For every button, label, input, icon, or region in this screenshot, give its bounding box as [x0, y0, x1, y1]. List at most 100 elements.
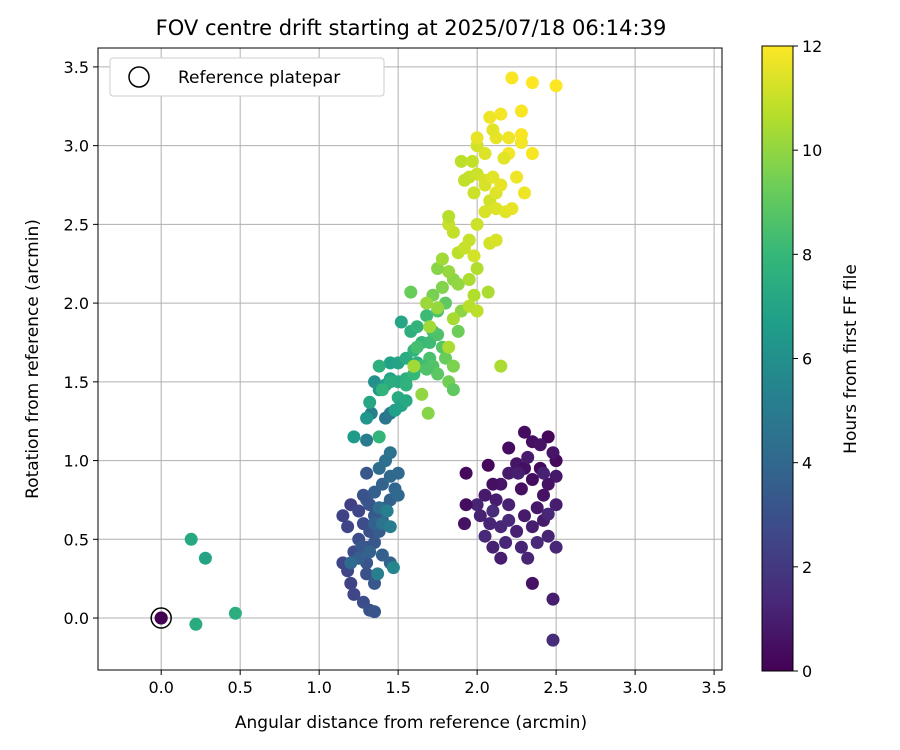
y-axis-ticks: 0.0 0.5 1.0 1.5 2.0 2.5 3.0 3.5 [64, 58, 98, 628]
data-point [451, 324, 465, 338]
data-point [431, 367, 445, 381]
data-point [388, 403, 402, 417]
data-point [391, 466, 405, 480]
data-point [360, 433, 374, 447]
colorbar-tick-label: 0 [802, 662, 812, 681]
data-point [478, 147, 492, 160]
data-point [546, 592, 560, 606]
data-point [410, 340, 424, 354]
colorbar: 0 2 4 6 8 10 12 Hours from first FF file [761, 37, 861, 681]
data-point [415, 387, 429, 401]
x-tick-label: 3.0 [622, 678, 647, 697]
data-point [347, 430, 361, 444]
data-point [399, 378, 413, 392]
data-point [439, 351, 452, 365]
y-tick-label: 1.5 [64, 373, 89, 392]
data-point [442, 210, 456, 223]
data-point [372, 359, 386, 373]
data-point [465, 154, 479, 168]
data-point [420, 362, 434, 376]
data-point [510, 524, 524, 538]
data-point [549, 469, 563, 483]
legend-box [109, 57, 385, 97]
data-point [459, 466, 473, 480]
x-tick-label: 0.0 [148, 678, 173, 697]
data-point [502, 513, 516, 527]
data-point [399, 351, 413, 365]
data-point [537, 488, 550, 502]
data-point [383, 375, 397, 389]
data-point [525, 520, 539, 534]
data-point [541, 529, 555, 543]
data-point [470, 498, 484, 512]
data-point [375, 548, 389, 562]
data-point [533, 438, 547, 452]
data-point [521, 551, 535, 565]
data-point [462, 273, 476, 286]
data-point [470, 217, 484, 231]
data-point [371, 567, 385, 581]
y-tick-label: 3.0 [64, 137, 89, 156]
data-point [442, 265, 456, 279]
data-point [486, 170, 500, 184]
grid-lines [98, 48, 722, 670]
data-point [394, 315, 408, 329]
data-point [420, 296, 434, 310]
data-point [518, 186, 531, 200]
data-point [368, 605, 381, 619]
data-point [435, 280, 449, 294]
data-point [549, 498, 563, 512]
data-point [431, 328, 445, 342]
data-point [494, 178, 508, 192]
data-point [446, 312, 460, 326]
data-point [467, 288, 481, 302]
y-tick-label: 1.0 [64, 452, 89, 471]
data-point [518, 425, 531, 439]
data-point [514, 128, 528, 142]
data-point [481, 285, 495, 299]
data-point [502, 498, 516, 512]
data-point [494, 359, 508, 373]
data-point [530, 501, 544, 515]
data-point [470, 131, 484, 145]
data-point [442, 340, 456, 354]
data-point [391, 488, 405, 502]
data-point [518, 509, 531, 523]
data-point [423, 320, 437, 334]
data-point [549, 540, 563, 554]
data-point [360, 466, 374, 480]
data-point [541, 477, 555, 491]
colorbar-tick-label: 10 [802, 141, 822, 160]
y-tick-label: 0.0 [64, 609, 89, 628]
data-point [502, 441, 516, 455]
data-point [497, 151, 511, 165]
data-point [525, 147, 539, 160]
legend-entry-reference-platepar: Reference platepar [178, 68, 340, 88]
data-point [541, 430, 555, 444]
data-point [514, 482, 528, 496]
data-point [421, 406, 435, 420]
data-point [505, 202, 519, 216]
data-point [546, 446, 560, 460]
data-point [368, 485, 381, 499]
data-point [481, 458, 495, 472]
data-point [399, 394, 413, 408]
data-point [494, 551, 508, 565]
data-point [486, 123, 500, 137]
data-point [473, 509, 487, 523]
data-point [410, 320, 424, 334]
data-point [525, 576, 539, 590]
data-point [489, 493, 503, 507]
data-point [505, 71, 519, 85]
data-point [363, 395, 377, 409]
data-point [530, 536, 544, 549]
data-point [478, 529, 492, 543]
y-tick-label: 3.5 [64, 58, 89, 77]
x-axis-label: Angular distance from reference (arcmin) [235, 713, 587, 733]
data-point [454, 154, 468, 168]
plot-frame [97, 47, 723, 671]
colorbar-tick-label: 6 [802, 350, 812, 369]
y-tick-label: 0.5 [64, 530, 89, 549]
colorbar-tick-label: 8 [802, 245, 812, 264]
